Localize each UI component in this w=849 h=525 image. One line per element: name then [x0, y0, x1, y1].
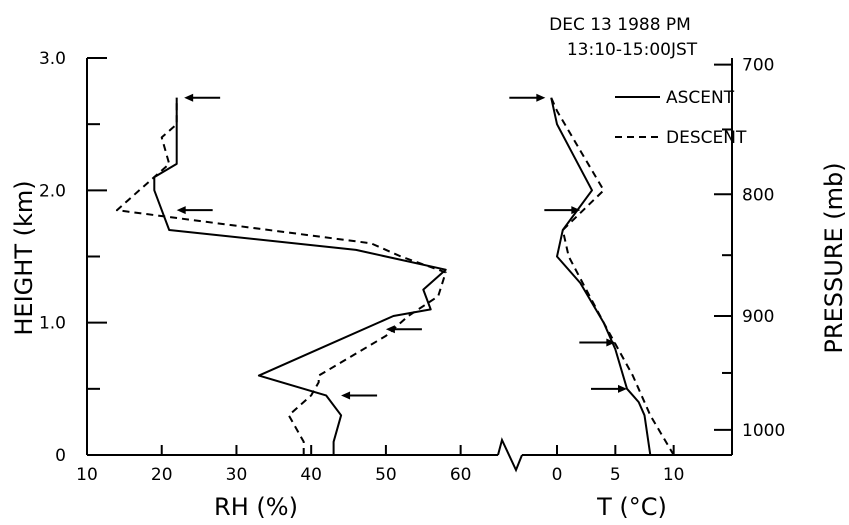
chart-date: DEC 13 1988 PM — [549, 15, 691, 35]
rh-arrow-head — [385, 325, 395, 334]
rh-series-ascent — [153, 97, 447, 455]
rh-arrow-head — [176, 206, 186, 215]
x-tick-label-rh: 50 — [375, 465, 397, 485]
pressure-tick-label: 800 — [742, 185, 774, 205]
temp-arrow-head — [618, 384, 627, 393]
x-tick-label-temp: 0 — [552, 465, 563, 485]
y-tick-label: 2.0 — [39, 181, 66, 201]
y-axis-label-left: HEIGHT (km) — [10, 180, 38, 335]
legend-label-descent: DESCENT — [666, 128, 747, 148]
y-tick-label: 0 — [55, 446, 66, 466]
pressure-tick-label: 900 — [742, 307, 774, 327]
y-axis-label-right: PRESSURE (mb) — [820, 162, 848, 353]
rh-arrow-head — [184, 93, 194, 102]
rh-arrow-head — [341, 391, 351, 400]
x-tick-label-rh: 30 — [226, 465, 248, 485]
temp-arrow-head — [536, 93, 546, 102]
series — [115, 97, 675, 456]
axis-break-mark — [497, 437, 523, 473]
temp-arrow-head — [571, 206, 581, 215]
x-axis-label-temp: T (°C) — [596, 493, 667, 521]
pressure-tick-label: 700 — [742, 56, 774, 76]
x-axis-label-rh: RH (%) — [214, 493, 298, 521]
annotation-arrows — [176, 93, 627, 400]
temp-series-descent — [550, 97, 675, 456]
legend: ASCENT DESCENT — [615, 88, 747, 148]
temp-arrow-head — [606, 338, 616, 347]
x-tick-label-rh: 20 — [151, 465, 173, 485]
x-ticks-temp: 0 5 10 — [552, 445, 685, 485]
x-tick-label-rh: 40 — [300, 465, 322, 485]
x-tick-label-rh: 60 — [450, 465, 472, 485]
temp-series-ascent — [550, 97, 652, 456]
x-tick-label-rh: 10 — [76, 465, 98, 485]
x-tick-label-temp: 10 — [663, 465, 685, 485]
y-tick-label: 3.0 — [39, 49, 66, 69]
pressure-tick-label: 1000 — [742, 421, 785, 441]
pressure-ticks: 700 800 900 1000 — [714, 56, 785, 441]
x-tick-label-temp: 5 — [610, 465, 621, 485]
chart-time-range: 13:10-15:00JST — [567, 40, 698, 60]
y-ticks: 0 1.0 2.0 3.0 — [39, 49, 107, 466]
legend-label-ascent: ASCENT — [666, 88, 735, 108]
y-tick-label: 1.0 — [39, 314, 66, 334]
x-ticks-rh: 10 20 30 40 50 60 — [76, 445, 471, 485]
rh-series-descent — [115, 97, 447, 455]
